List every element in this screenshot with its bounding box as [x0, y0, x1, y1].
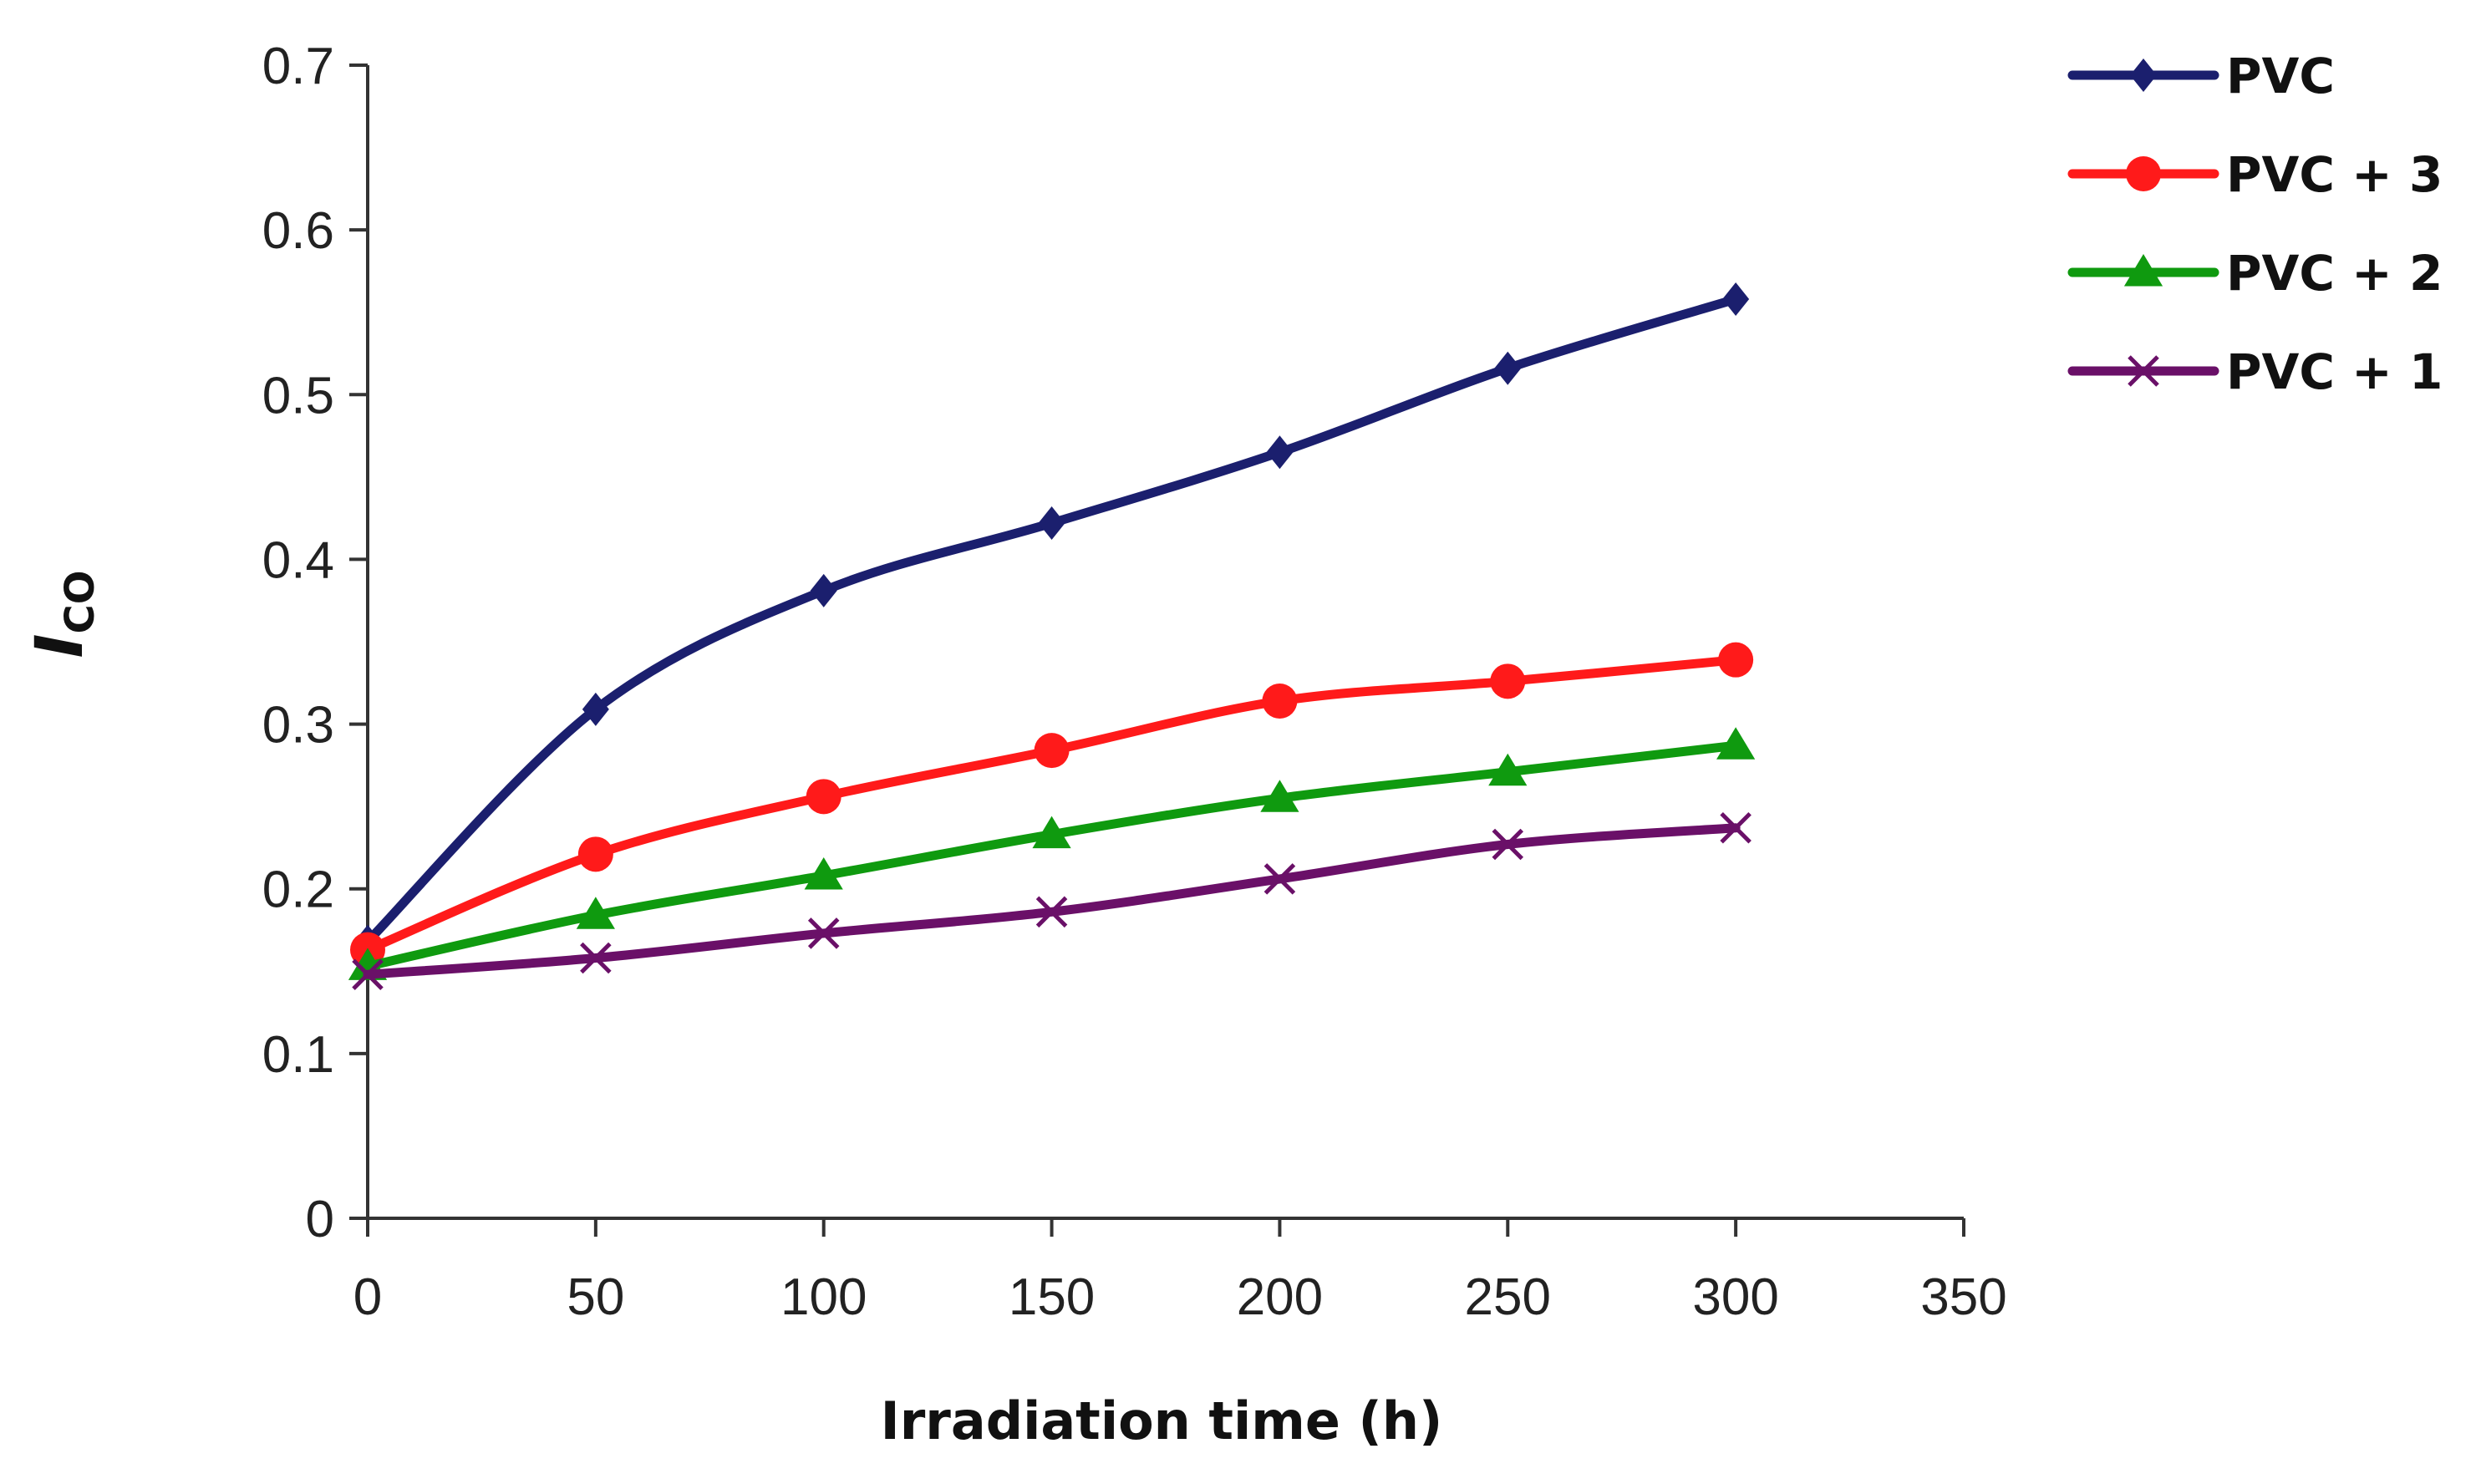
data-point: [806, 779, 841, 815]
data-point: [1038, 506, 1065, 541]
y-tick-label: 0.1: [262, 1026, 334, 1084]
data-point: [577, 836, 613, 872]
x-tick-label: 150: [1009, 1268, 1095, 1326]
series-pvc-3: [350, 642, 1754, 968]
data-point: [582, 692, 609, 726]
data-point: [1490, 663, 1526, 699]
x-tick-label: 0: [353, 1268, 382, 1326]
y-tick-label: 0.3: [262, 697, 334, 755]
ticks: 0 0.1 0.2 0.3 0.4 0.5 0.6 0.7 0 50 100 150 200 250 300…: [262, 38, 2007, 1326]
legend-label: PVC: [2226, 48, 2335, 104]
data-point: [352, 958, 384, 990]
y-tick-label: 0: [306, 1191, 334, 1248]
legend: PVC PVC + 3 PVC + 2 PVC + 1: [2067, 48, 2443, 400]
legend-item: PVC + 1: [2067, 343, 2443, 400]
series-line: [363, 823, 1741, 979]
data-point: [580, 942, 612, 974]
x-tick-label: 300: [1692, 1268, 1778, 1326]
data-point: [1716, 727, 1756, 760]
legend-marker: [2128, 355, 2159, 387]
data-point: [1266, 435, 1294, 470]
data-point: [1263, 863, 1296, 895]
data-point: [1260, 780, 1299, 812]
x-tick-label: 200: [1237, 1268, 1323, 1326]
series-pvc-1: [352, 812, 1752, 990]
legend-label: PVC + 3: [2226, 146, 2443, 203]
data-point: [1032, 816, 1071, 849]
x-axis-title: Irradiation time (h): [881, 1390, 1443, 1451]
x-tick-label: 250: [1465, 1268, 1551, 1326]
data-point: [807, 917, 840, 949]
series-line: [363, 655, 1741, 955]
x-tick-label: 350: [1920, 1268, 2006, 1326]
y-axis-title: ICO: [23, 570, 104, 658]
y-tick-label: 0.7: [262, 38, 334, 95]
legend-marker: [2126, 156, 2161, 191]
legend-item: PVC + 3: [2067, 146, 2443, 203]
data-point: [1488, 753, 1528, 786]
series-layer: [348, 282, 1756, 990]
x-tick-label: 50: [567, 1268, 624, 1326]
legend-item: PVC: [2067, 48, 2335, 104]
legend-marker: [2130, 58, 2157, 92]
x-tick-label: 100: [780, 1268, 867, 1326]
y-axis-title-sub: CO: [57, 570, 104, 633]
data-point: [1034, 733, 1070, 769]
data-point: [1262, 683, 1298, 719]
data-point: [1720, 812, 1752, 844]
y-tick-label: 0.2: [262, 861, 334, 919]
series-pvc: [354, 282, 1750, 958]
y-tick-label: 0.6: [262, 202, 334, 260]
y-tick-label: 0.5: [262, 367, 334, 424]
data-point: [1722, 282, 1750, 316]
data-point: [1492, 828, 1524, 861]
legend-label: PVC + 2: [2226, 245, 2443, 302]
data-point: [810, 573, 837, 607]
y-axis-title-main: I: [23, 634, 98, 658]
legend-item: PVC + 2: [2067, 245, 2443, 302]
data-point: [1718, 642, 1754, 678]
axes: [366, 65, 1964, 1220]
data-point: [576, 897, 615, 929]
legend-label: PVC + 1: [2226, 343, 2443, 400]
y-tick-label: 0.4: [262, 531, 334, 589]
data-point: [1035, 896, 1068, 928]
series-pvc-2: [348, 727, 1756, 980]
data-point: [804, 856, 843, 890]
legend-marker: [2123, 254, 2163, 287]
series-line: [363, 740, 1741, 971]
data-point: [1494, 351, 1522, 385]
